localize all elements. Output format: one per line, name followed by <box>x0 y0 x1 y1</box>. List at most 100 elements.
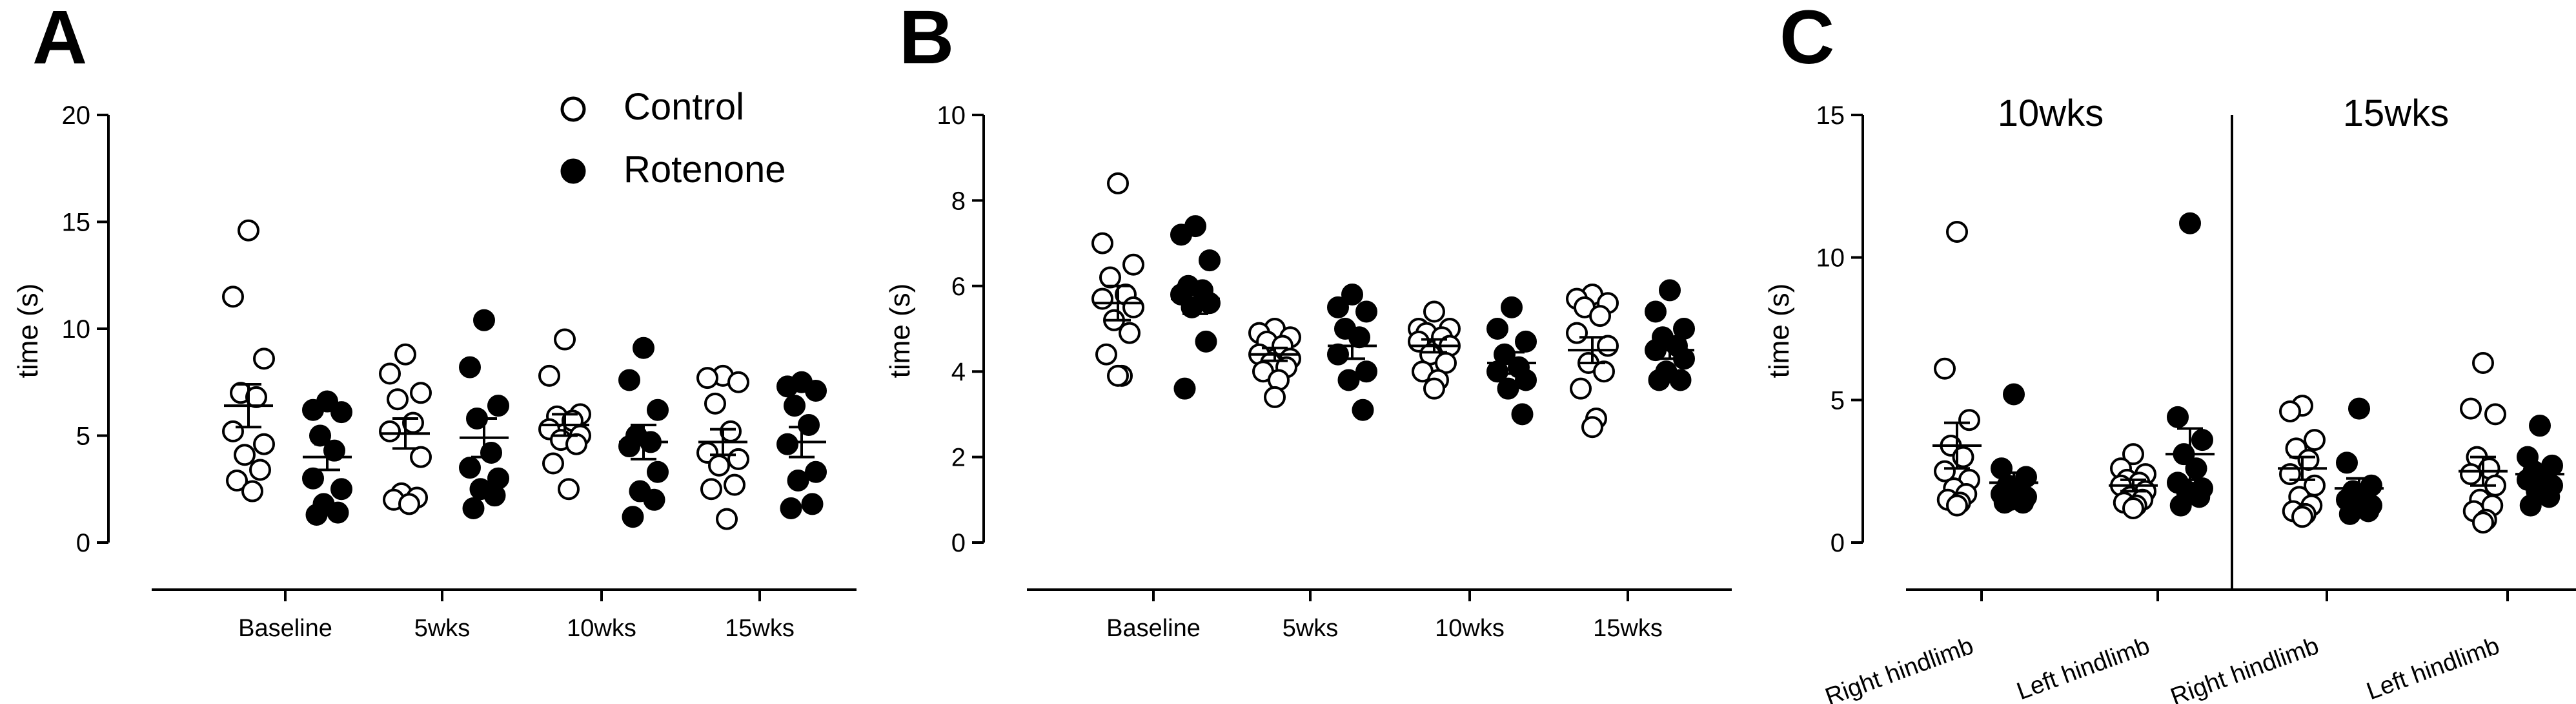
rotenone-point <box>1170 223 1192 246</box>
control-point <box>410 446 432 468</box>
rotenone-point <box>801 493 824 515</box>
control-point <box>2472 512 2494 534</box>
control-point <box>1566 322 1588 344</box>
rotenone-point <box>805 461 827 483</box>
x-tick-label: 15wks <box>725 615 795 642</box>
control-point <box>1423 300 1445 323</box>
rotenone-point <box>2012 492 2034 514</box>
rotenone-point <box>483 484 506 507</box>
chart-panel-b: 0 2 4 6 8 10 time (s) Baseline 5wks 10wks 15wks <box>884 101 1732 642</box>
control-point <box>238 219 259 242</box>
rotenone-point <box>2529 415 2551 437</box>
y-axis-label: time (s) <box>1763 284 1795 378</box>
control-point <box>558 478 580 501</box>
control-point <box>554 328 576 351</box>
control-point <box>1423 377 1445 400</box>
rotenone-point <box>798 413 820 436</box>
rotenone-point <box>2336 451 2358 474</box>
rotenone-point <box>1497 377 1519 400</box>
control-point <box>708 454 730 477</box>
rotenone-point <box>302 399 324 421</box>
rotenone-point <box>2003 383 2025 406</box>
control-point <box>234 444 256 466</box>
rotenone-point <box>784 395 806 417</box>
rotenone-point <box>1515 330 1537 353</box>
control-point <box>1107 364 1129 387</box>
control-point <box>1589 305 1611 327</box>
control-point <box>379 362 401 385</box>
y-tick-label: 2 <box>951 444 966 472</box>
rotenone-point <box>787 470 809 492</box>
rotenone-point <box>2348 397 2370 420</box>
control-point <box>1091 287 1113 310</box>
x-tick-label: 10wks <box>567 615 636 642</box>
control-point <box>1934 357 1956 380</box>
y-tick-label: 15 <box>1816 101 1845 130</box>
control-point <box>1946 494 1968 517</box>
rotenone-point <box>473 309 495 331</box>
panel-letter-b: B <box>899 0 954 80</box>
rotenone-point <box>487 395 509 417</box>
control-point <box>1264 386 1286 408</box>
x-tick-label: 10wks <box>1435 615 1505 642</box>
control-point <box>1122 296 1144 318</box>
rotenone-point <box>780 497 802 520</box>
rotenone-point <box>1648 369 1670 391</box>
y-tick-label: 10 <box>937 101 966 130</box>
control-point <box>1946 220 1968 243</box>
control-point <box>249 459 271 481</box>
rotenone-point <box>1515 369 1537 391</box>
control-point <box>716 508 738 530</box>
rotenone-point <box>323 439 345 462</box>
rotenone-point <box>776 433 798 455</box>
control-point <box>2484 403 2506 426</box>
control-point <box>1934 460 1956 482</box>
legend-control-label: Control <box>624 86 744 128</box>
rotenone-point <box>1486 318 1508 340</box>
control-point <box>727 448 749 470</box>
x-tick-label: Baseline <box>1106 615 1201 642</box>
control-point <box>222 420 244 442</box>
rotenone-point <box>647 461 669 483</box>
rotenone-point <box>2338 502 2361 525</box>
control-point <box>387 388 409 411</box>
x-tick-label: Baseline <box>238 615 332 642</box>
rotenone-point <box>1355 300 1377 323</box>
rotenone-point <box>1327 343 1349 366</box>
y-tick-label: 5 <box>76 422 90 451</box>
rotenone-point <box>305 503 328 526</box>
panel-letter-a: A <box>32 0 87 80</box>
control-point <box>398 493 420 515</box>
control-point <box>724 473 745 496</box>
control-point <box>727 371 749 393</box>
y-axis-label: time (s) <box>884 284 916 378</box>
rotenone-point <box>1645 300 1667 323</box>
y-tick-label: 10 <box>62 315 91 344</box>
rotenone-point <box>459 356 481 378</box>
rotenone-point <box>2167 406 2189 428</box>
control-point <box>1099 266 1121 289</box>
x-tick-label: 5wks <box>1283 615 1339 642</box>
control-point <box>696 367 718 389</box>
y-tick-label: 5 <box>1831 386 1845 415</box>
control-point <box>1597 335 1619 357</box>
control-point <box>222 285 244 308</box>
legend: Control Rotenone <box>560 86 786 191</box>
x-tick-label: 5wks <box>414 615 471 642</box>
rotenone-point <box>1501 296 1523 318</box>
control-point <box>241 480 263 502</box>
control-point <box>2291 506 2313 528</box>
control-point <box>542 452 564 475</box>
rotenone-point <box>1486 360 1508 383</box>
legend-control-marker <box>560 96 586 122</box>
y-tick-label: 4 <box>951 358 966 386</box>
rotenone-point <box>2519 494 2542 517</box>
control-point <box>2122 443 2144 466</box>
legend-rotenone-label: Rotenone <box>624 149 786 191</box>
control-point <box>379 420 401 442</box>
x-tick-label: Right hindlimb <box>1821 632 1977 704</box>
rotenone-point <box>327 501 349 524</box>
rotenone-point <box>643 488 665 511</box>
control-point <box>1958 409 1980 431</box>
section-label-10wks: 10wks <box>1998 92 2104 134</box>
